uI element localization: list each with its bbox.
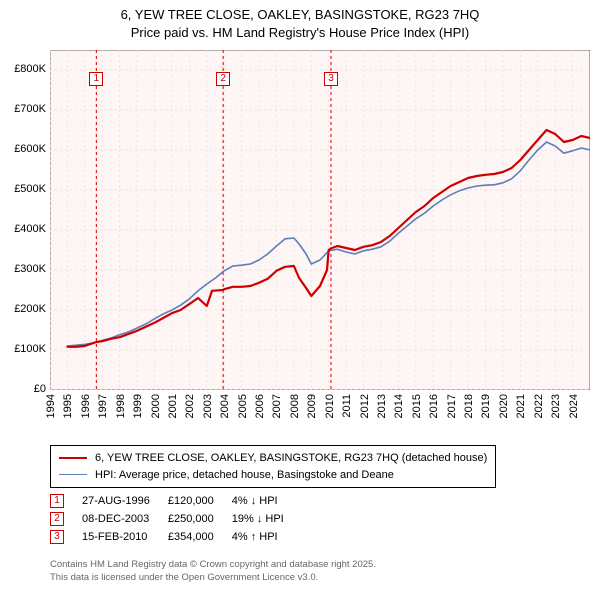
x-tick-label: 2008 — [289, 394, 301, 418]
x-tick-label: 2022 — [533, 394, 545, 418]
x-tick-label: 2015 — [411, 394, 423, 418]
x-tick-label: 2014 — [393, 394, 405, 418]
x-tick-label: 2004 — [219, 394, 231, 418]
chart-area — [50, 50, 590, 390]
event-price: £354,000 — [168, 528, 232, 546]
attribution-footer: Contains HM Land Registry data © Crown c… — [50, 559, 376, 584]
y-tick-label: £700K — [2, 103, 46, 115]
y-tick-label: £500K — [2, 183, 46, 195]
x-tick-label: 2001 — [167, 394, 179, 418]
x-tick-label: 2000 — [150, 394, 162, 418]
legend-swatch — [59, 457, 87, 459]
y-tick-label: £600K — [2, 143, 46, 155]
x-tick-label: 2011 — [341, 394, 353, 418]
x-tick-label: 2009 — [306, 394, 318, 418]
x-tick-label: 2021 — [515, 394, 527, 418]
x-tick-label: 2013 — [376, 394, 388, 418]
x-tick-label: 2010 — [324, 394, 336, 418]
x-tick-label: 2016 — [428, 394, 440, 418]
x-tick-label: 2005 — [237, 394, 249, 418]
x-tick-label: 2006 — [254, 394, 266, 418]
legend-swatch — [59, 474, 87, 475]
event-date: 27-AUG-1996 — [82, 492, 168, 510]
title-line-2: Price paid vs. HM Land Registry's House … — [10, 24, 590, 42]
event-delta: 4% ↑ HPI — [232, 528, 302, 546]
event-row: 3 15-FEB-2010£354,0004% ↑ HPI — [50, 528, 302, 546]
legend-label: 6, YEW TREE CLOSE, OAKLEY, BASINGSTOKE, … — [95, 450, 487, 467]
event-date: 15-FEB-2010 — [82, 528, 168, 546]
x-tick-label: 1996 — [80, 394, 92, 418]
x-tick-label: 1997 — [97, 394, 109, 418]
event-price: £120,000 — [168, 492, 232, 510]
x-tick-label: 2017 — [446, 394, 458, 418]
event-marker-1: 1 — [89, 72, 103, 86]
footer-line-1: Contains HM Land Registry data © Crown c… — [50, 559, 376, 571]
x-tick-label: 1999 — [132, 394, 144, 418]
x-tick-label: 1998 — [115, 394, 127, 418]
x-tick-label: 2024 — [568, 394, 580, 418]
y-tick-label: £800K — [2, 63, 46, 75]
y-tick-label: £300K — [2, 263, 46, 275]
event-delta: 19% ↓ HPI — [232, 510, 302, 528]
x-tick-label: 2007 — [271, 394, 283, 418]
title-block: 6, YEW TREE CLOSE, OAKLEY, BASINGSTOKE, … — [0, 0, 600, 43]
chart-svg — [50, 50, 590, 390]
event-marker-icon: 1 — [50, 494, 64, 508]
chart-container: 6, YEW TREE CLOSE, OAKLEY, BASINGSTOKE, … — [0, 0, 600, 590]
event-row: 2 08-DEC-2003£250,00019% ↓ HPI — [50, 510, 302, 528]
legend: 6, YEW TREE CLOSE, OAKLEY, BASINGSTOKE, … — [50, 445, 496, 488]
footer-line-2: This data is licensed under the Open Gov… — [50, 572, 376, 584]
x-tick-label: 2003 — [202, 394, 214, 418]
legend-row: 6, YEW TREE CLOSE, OAKLEY, BASINGSTOKE, … — [59, 450, 487, 467]
x-tick-label: 1994 — [45, 394, 57, 418]
x-tick-label: 2012 — [359, 394, 371, 418]
legend-row: HPI: Average price, detached house, Basi… — [59, 467, 487, 484]
x-tick-label: 2023 — [550, 394, 562, 418]
event-price: £250,000 — [168, 510, 232, 528]
event-marker-icon: 2 — [50, 512, 64, 526]
x-tick-label: 2020 — [498, 394, 510, 418]
event-marker-2: 2 — [216, 72, 230, 86]
title-line-1: 6, YEW TREE CLOSE, OAKLEY, BASINGSTOKE, … — [10, 6, 590, 24]
y-tick-label: £400K — [2, 223, 46, 235]
x-tick-label: 2018 — [463, 394, 475, 418]
event-marker-icon: 3 — [50, 530, 64, 544]
legend-label: HPI: Average price, detached house, Basi… — [95, 467, 394, 484]
event-delta: 4% ↓ HPI — [232, 492, 302, 510]
x-tick-label: 1995 — [62, 394, 74, 418]
events-table: 1 27-AUG-1996£120,0004% ↓ HPI 2 08-DEC-2003… — [50, 492, 302, 546]
y-tick-label: £100K — [2, 343, 46, 355]
y-tick-label: £0 — [2, 383, 46, 395]
event-row: 1 27-AUG-1996£120,0004% ↓ HPI — [50, 492, 302, 510]
y-tick-label: £200K — [2, 303, 46, 315]
x-tick-label: 2019 — [480, 394, 492, 418]
event-marker-3: 3 — [324, 72, 338, 86]
x-tick-label: 2002 — [184, 394, 196, 418]
event-date: 08-DEC-2003 — [82, 510, 168, 528]
